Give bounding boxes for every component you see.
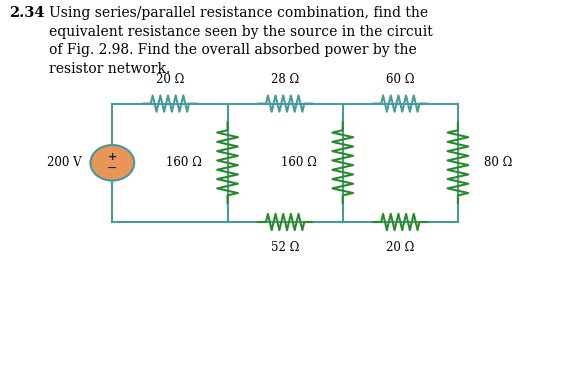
Text: 60 Ω: 60 Ω [386, 73, 415, 86]
Text: 200 V: 200 V [47, 156, 82, 169]
Text: 52 Ω: 52 Ω [271, 241, 300, 254]
Text: 160 Ω: 160 Ω [166, 156, 202, 169]
Ellipse shape [90, 145, 134, 181]
Text: Using series/parallel resistance combination, find the
equivalent resistance see: Using series/parallel resistance combina… [49, 6, 433, 76]
Text: 160 Ω: 160 Ω [281, 156, 317, 169]
Text: 20 Ω: 20 Ω [156, 73, 184, 86]
Text: 80 Ω: 80 Ω [484, 156, 512, 169]
Text: 2.34: 2.34 [9, 6, 44, 20]
Text: 28 Ω: 28 Ω [271, 73, 300, 86]
Text: +: + [108, 152, 117, 162]
Text: −: − [107, 162, 118, 175]
Text: 20 Ω: 20 Ω [386, 241, 415, 254]
